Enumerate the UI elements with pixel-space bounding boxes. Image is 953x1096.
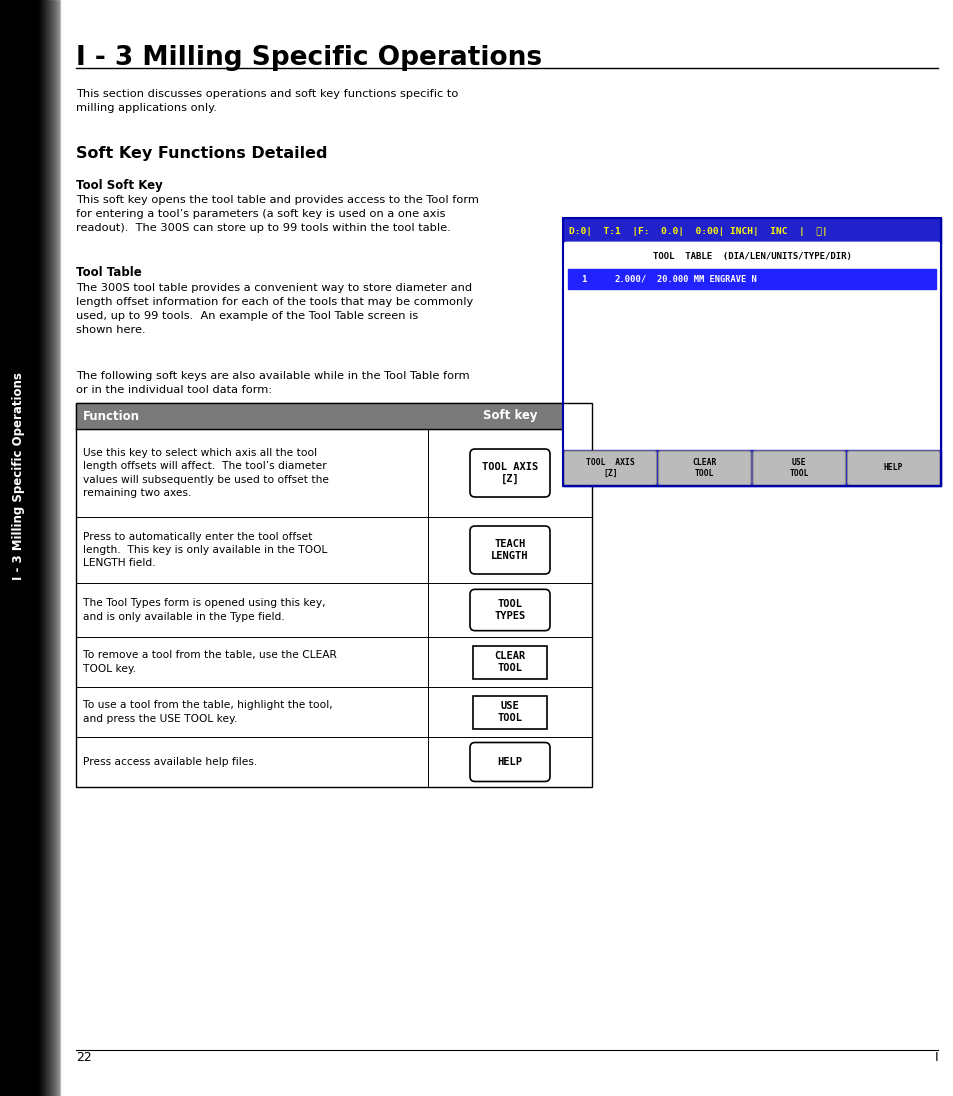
Text: USE
TOOL: USE TOOL <box>789 458 808 478</box>
Text: TOOL  TABLE  (DIA/LEN/UNITS/TYPE/DIR): TOOL TABLE (DIA/LEN/UNITS/TYPE/DIR) <box>652 252 850 262</box>
Text: 4: 4 <box>580 334 586 343</box>
Bar <box>566 246 936 269</box>
Text: I: I <box>933 1051 937 1064</box>
Text: Press to automatically enter the tool offset
length.  This key is only available: Press to automatically enter the tool of… <box>83 532 327 568</box>
Text: The following soft keys are also available while in the Tool Table form
or in th: The following soft keys are also availab… <box>76 372 469 396</box>
Text: TEACH
LENGTH: TEACH LENGTH <box>491 539 528 561</box>
Text: Function: Function <box>83 410 140 422</box>
Bar <box>59 0 60 1096</box>
Bar <box>46 0 47 1096</box>
Text: D:0|  T:1  |F:  0.0|  0:00| INCH|  INC  |  ⎙|: D:0| T:1 |F: 0.0| 0:00| INCH| INC | ⎙| <box>568 227 827 236</box>
FancyBboxPatch shape <box>470 449 550 496</box>
Text: 5: 5 <box>580 354 586 364</box>
Bar <box>51 0 52 1096</box>
Text: 10.000/: 10.000/ <box>609 354 646 364</box>
Bar <box>57 0 58 1096</box>
FancyBboxPatch shape <box>473 646 546 678</box>
FancyBboxPatch shape <box>658 450 750 486</box>
Text: Press access available help files.: Press access available help files. <box>83 757 257 767</box>
FancyBboxPatch shape <box>846 450 939 486</box>
Text: 2: 2 <box>580 295 586 304</box>
Text: This soft key opens the tool table and provides access to the Tool form
for ente: This soft key opens the tool table and p… <box>76 195 478 233</box>
Bar <box>562 218 940 244</box>
Bar <box>44 0 45 1096</box>
Text: 1: 1 <box>580 274 586 284</box>
Text: Tool Soft Key: Tool Soft Key <box>76 179 163 192</box>
FancyBboxPatch shape <box>470 590 550 630</box>
Text: Soft Key Functions Detailed: Soft Key Functions Detailed <box>76 146 327 161</box>
Text: The 300S tool table provides a convenient way to store diameter and
length offse: The 300S tool table provides a convenien… <box>76 283 473 335</box>
Bar <box>76 403 592 429</box>
Bar <box>43 0 44 1096</box>
Bar <box>76 403 592 787</box>
Text: I - 3 Milling Specific Operations: I - 3 Milling Specific Operations <box>76 45 541 71</box>
Text: CLEAR
TOOL: CLEAR TOOL <box>692 458 717 478</box>
Bar <box>55 0 56 1096</box>
Bar <box>52 0 53 1096</box>
Bar <box>53 0 54 1096</box>
Text: HELP: HELP <box>883 464 902 472</box>
FancyBboxPatch shape <box>752 450 844 486</box>
Text: The Tool Types form is opened using this key,
and is only available in the Type : The Tool Types form is opened using this… <box>83 598 325 621</box>
Bar <box>562 218 940 486</box>
Text: 2.000/: 2.000/ <box>614 274 646 284</box>
Text: 14.000 MM PILOT DRL N: 14.000 MM PILOT DRL N <box>657 295 766 304</box>
Text: 2.000/: 2.000/ <box>614 375 646 384</box>
Text: 6.000/: 6.000/ <box>614 334 646 343</box>
Text: 3.000/: 3.000/ <box>614 414 646 423</box>
Bar <box>54 0 55 1096</box>
Text: 5.000 MM  N: 5.000 MM N <box>657 414 714 423</box>
Text: TOOL
TYPES: TOOL TYPES <box>494 598 525 621</box>
Bar <box>562 218 940 486</box>
Bar <box>47 0 48 1096</box>
FancyBboxPatch shape <box>473 696 546 729</box>
Text: 20.000 MM ENGRAVE N: 20.000 MM ENGRAVE N <box>657 274 756 284</box>
Text: 5.000/: 5.000/ <box>614 295 646 304</box>
Text: TOOL  AXIS
[Z]: TOOL AXIS [Z] <box>585 458 634 478</box>
FancyBboxPatch shape <box>470 742 550 781</box>
Bar <box>40 0 41 1096</box>
Text: 25.000 MM BROACH N: 25.000 MM BROACH N <box>657 354 751 364</box>
Bar <box>567 269 935 289</box>
Text: TOOL AXIS
[Z]: TOOL AXIS [Z] <box>481 461 537 484</box>
Text: HELP: HELP <box>497 757 522 767</box>
Bar <box>50 0 51 1096</box>
Bar <box>58 0 59 1096</box>
FancyBboxPatch shape <box>563 243 939 450</box>
Bar <box>41 0 42 1096</box>
Bar <box>39 0 40 1096</box>
Text: To use a tool from the table, highlight the tool,
and press the USE TOOL key.: To use a tool from the table, highlight … <box>83 700 333 723</box>
Text: 3: 3 <box>580 315 586 323</box>
Text: 6: 6 <box>580 375 586 384</box>
Text: Use this key to select which axis all the tool
length offsets will affect.  The : Use this key to select which axis all th… <box>83 448 329 498</box>
Bar <box>562 450 940 486</box>
Text: 0.000 MM FL END ML N: 0.000 MM FL END ML N <box>657 375 761 384</box>
Text: 12.000 MM CARB ML N: 12.000 MM CARB ML N <box>657 334 756 343</box>
Bar <box>42 0 43 1096</box>
Text: 7: 7 <box>580 395 586 403</box>
Bar <box>49 0 50 1096</box>
Text: 50.000 MM CTR-BORE N: 50.000 MM CTR-BORE N <box>657 315 761 323</box>
Text: USE
TOOL: USE TOOL <box>497 700 522 723</box>
Text: 25.000/: 25.000/ <box>609 315 646 323</box>
Text: Tool Table: Tool Table <box>76 266 142 279</box>
FancyBboxPatch shape <box>470 526 550 574</box>
Bar <box>45 0 46 1096</box>
FancyBboxPatch shape <box>563 450 656 486</box>
Bar <box>48 0 49 1096</box>
Text: To remove a tool from the table, use the CLEAR
TOOL key.: To remove a tool from the table, use the… <box>83 650 336 674</box>
Text: 22: 22 <box>76 1051 91 1064</box>
Text: I - 3 Milling Specific Operations: I - 3 Milling Specific Operations <box>12 372 26 580</box>
Bar <box>56 0 57 1096</box>
Bar <box>38 0 39 1096</box>
Text: Soft key: Soft key <box>482 410 537 422</box>
Bar <box>0 0 38 1096</box>
Text: This section discusses operations and soft key functions specific to
milling app: This section discusses operations and so… <box>76 89 457 113</box>
Text: CLEAR
TOOL: CLEAR TOOL <box>494 651 525 673</box>
Text: 8: 8 <box>580 414 586 423</box>
